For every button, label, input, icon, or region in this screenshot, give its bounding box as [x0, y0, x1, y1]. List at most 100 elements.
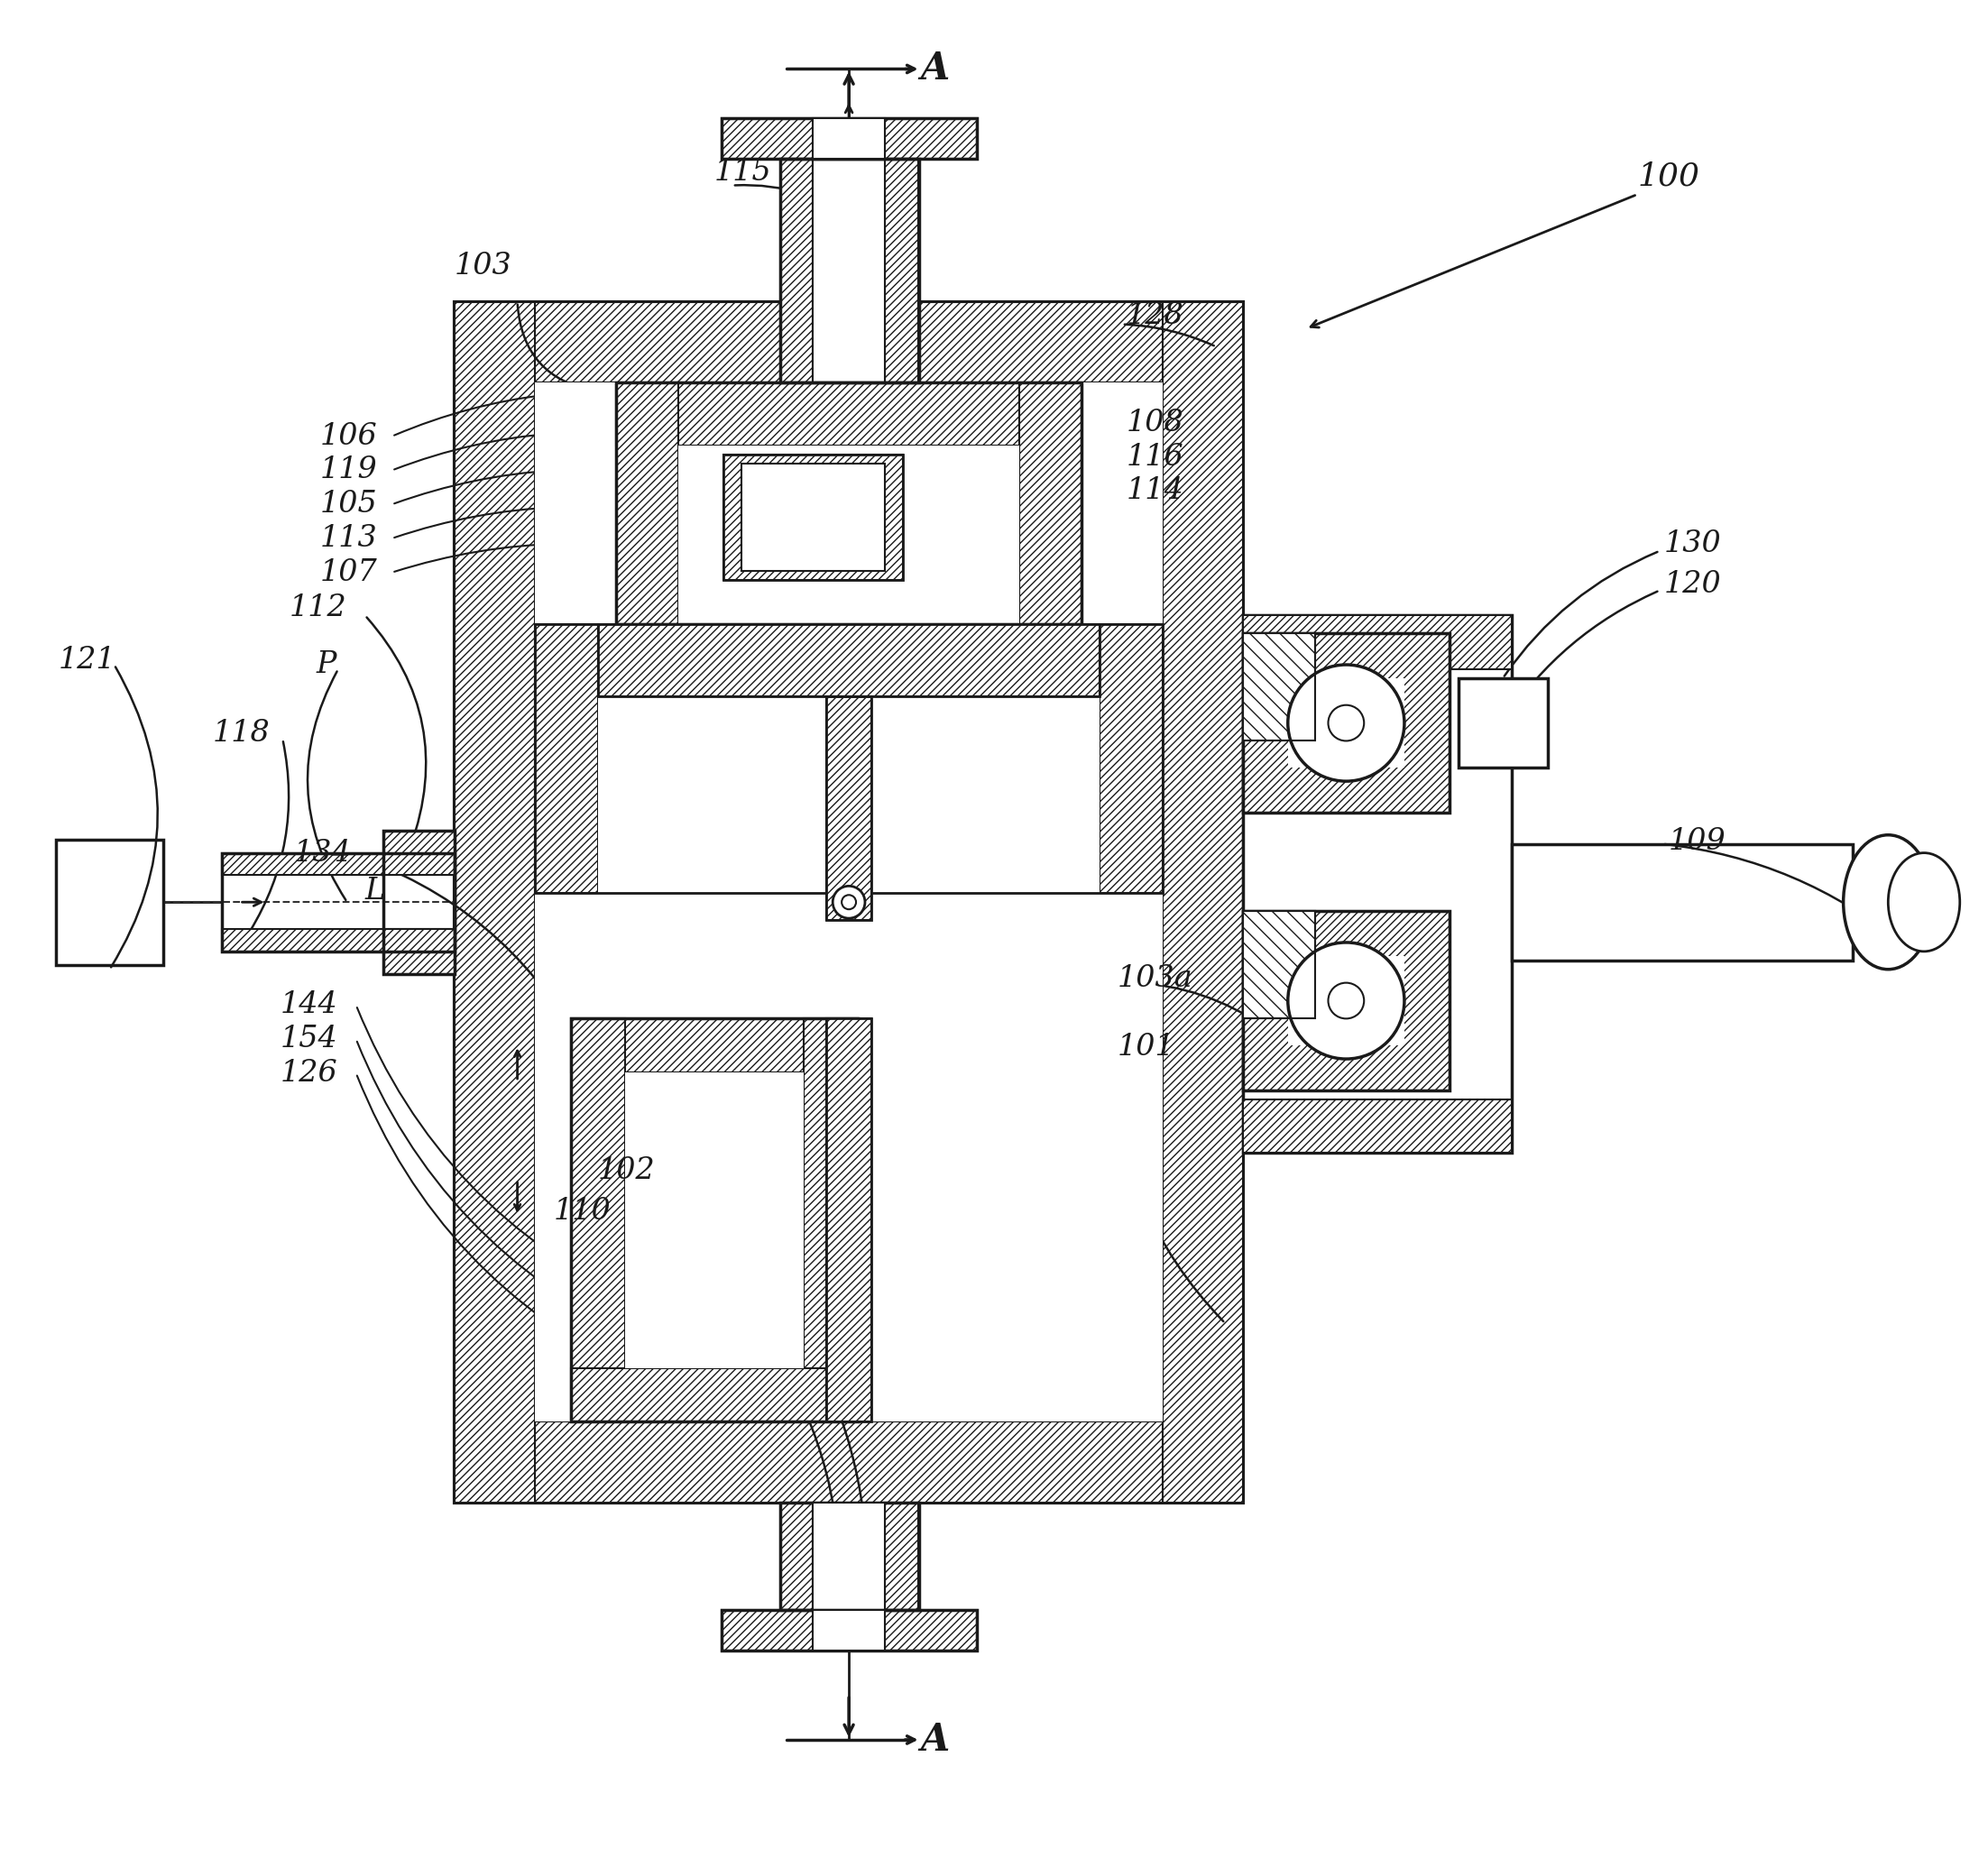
Circle shape — [1288, 665, 1404, 780]
Bar — [871, 696, 1099, 920]
Bar — [384, 831, 455, 975]
Bar — [455, 302, 1242, 383]
Text: 119: 119 — [320, 456, 378, 485]
Text: 107: 107 — [320, 558, 378, 586]
Text: 121: 121 — [58, 646, 115, 674]
Text: 118: 118 — [213, 719, 270, 749]
Bar — [223, 930, 455, 952]
Bar — [598, 624, 1099, 696]
Bar — [535, 383, 1163, 1423]
Bar — [455, 302, 1242, 1503]
Text: 128: 128 — [1127, 301, 1185, 330]
Bar — [223, 853, 455, 876]
Bar — [813, 1609, 885, 1650]
Bar — [1457, 678, 1549, 767]
Bar — [624, 1072, 803, 1369]
Bar — [455, 302, 535, 1503]
Bar — [535, 624, 1163, 892]
Bar — [1242, 616, 1511, 1154]
Bar — [1242, 633, 1314, 741]
Bar — [722, 118, 976, 159]
Text: 116: 116 — [1127, 442, 1185, 470]
Bar — [779, 1503, 813, 1609]
Bar — [223, 853, 455, 952]
Text: 115: 115 — [714, 157, 771, 187]
Text: 114: 114 — [1127, 476, 1185, 506]
Text: 120: 120 — [1664, 569, 1722, 599]
Bar — [827, 1019, 871, 1423]
Bar — [571, 1019, 857, 1072]
Bar — [1099, 624, 1163, 892]
Bar — [1163, 302, 1242, 1503]
Bar — [384, 831, 455, 876]
Text: 113: 113 — [320, 525, 378, 553]
Bar — [1020, 383, 1081, 624]
Text: 103a: 103a — [1117, 963, 1193, 993]
Bar — [827, 696, 871, 920]
Text: 102: 102 — [598, 1156, 656, 1186]
Bar — [598, 624, 1099, 696]
Bar — [1288, 956, 1404, 1046]
Text: A: A — [920, 1721, 950, 1759]
Text: 100: 100 — [1638, 161, 1700, 192]
Bar — [813, 1503, 885, 1609]
Bar — [885, 1503, 918, 1609]
Circle shape — [1328, 982, 1364, 1019]
Text: 103: 103 — [455, 252, 513, 280]
Bar — [455, 1423, 1242, 1503]
Bar — [616, 383, 678, 624]
Bar — [56, 840, 163, 965]
Bar — [827, 696, 871, 920]
Text: 126: 126 — [280, 1059, 338, 1088]
Bar — [616, 383, 1081, 624]
Circle shape — [833, 887, 865, 919]
Bar — [571, 1019, 624, 1423]
Ellipse shape — [1889, 853, 1960, 952]
Bar — [1242, 1100, 1511, 1154]
Bar — [384, 930, 455, 975]
Bar — [1288, 678, 1404, 767]
Bar — [571, 1369, 857, 1423]
Bar — [678, 444, 1020, 624]
Text: P: P — [316, 650, 336, 680]
Bar — [1242, 633, 1449, 812]
Text: 106: 106 — [320, 422, 378, 450]
Bar — [616, 383, 1081, 444]
Bar — [724, 454, 903, 579]
Text: 144: 144 — [280, 991, 338, 1019]
Bar — [803, 1019, 857, 1423]
Text: L: L — [366, 877, 386, 905]
Bar — [1511, 844, 1853, 960]
Bar — [724, 454, 903, 579]
Text: 130: 130 — [1664, 530, 1722, 558]
Text: 112: 112 — [288, 594, 346, 624]
Bar — [779, 159, 813, 383]
Bar — [722, 1609, 976, 1650]
Bar — [779, 159, 918, 383]
Bar — [813, 118, 885, 159]
Circle shape — [1288, 943, 1404, 1059]
Circle shape — [841, 894, 857, 909]
Bar — [535, 624, 598, 892]
Bar — [722, 118, 976, 159]
Bar — [598, 696, 827, 920]
Bar — [779, 1503, 918, 1609]
Bar — [1242, 633, 1449, 812]
Bar — [813, 159, 885, 383]
Text: 109: 109 — [1668, 827, 1726, 855]
Ellipse shape — [1843, 835, 1932, 969]
Text: 154: 154 — [280, 1025, 338, 1053]
Text: 110: 110 — [553, 1197, 610, 1225]
Bar — [1242, 911, 1314, 1019]
Bar — [827, 1019, 871, 1423]
Text: 105: 105 — [320, 489, 378, 519]
Text: A: A — [920, 50, 950, 88]
Text: 101: 101 — [1117, 1032, 1175, 1062]
Bar — [722, 1609, 976, 1650]
Circle shape — [1328, 706, 1364, 741]
Bar — [1242, 911, 1449, 1090]
Bar — [885, 159, 918, 383]
Bar — [1242, 911, 1449, 1090]
Bar — [1242, 633, 1314, 741]
Text: 108: 108 — [1127, 409, 1185, 437]
